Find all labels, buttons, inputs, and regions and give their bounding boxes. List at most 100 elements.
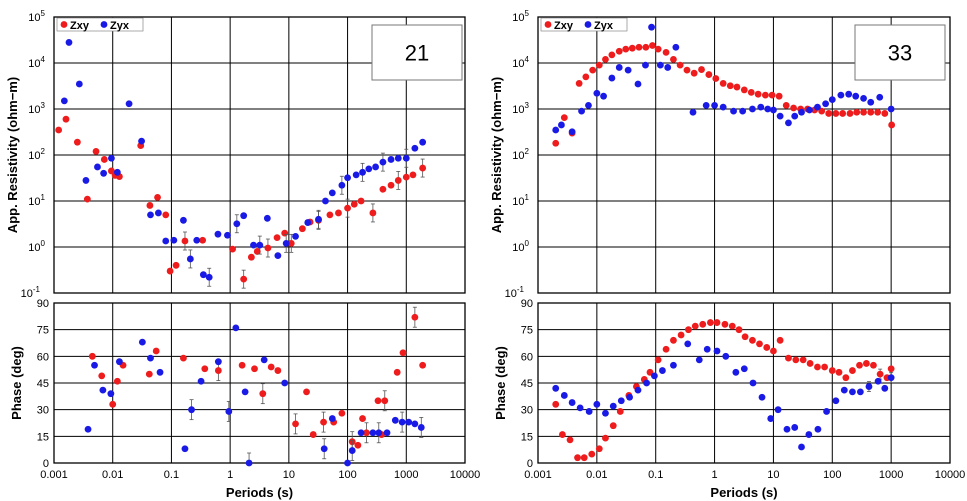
phase-point-zyx [344,459,351,467]
resistivity-point-zyx [100,169,108,177]
resistivity-point-zyx [365,165,373,173]
phase-point-zyx [791,424,799,431]
resistivity-point-zyx [199,271,207,279]
legend-label-zxy: Zxy [554,20,574,32]
phase-point-zxy [602,434,609,442]
phase-point-zxy [588,450,596,458]
resistivity-point-zyx [719,103,727,111]
resistivity-point-zyx [615,64,623,71]
phase-point-zyx [840,386,848,394]
resistivity-point-zxy [154,193,161,201]
resistivity-point-zxy [768,91,776,99]
resistivity-point-zyx [711,101,718,109]
resistivity-point-zxy [761,91,769,99]
phase-point-zxy [616,408,624,415]
resistivity-tick-exponent: -1 [33,285,41,294]
phase-point-zyx [411,420,419,428]
phase-point-zxy [735,326,743,334]
phase-point-zyx [320,445,328,453]
phase-point-zyx [643,379,650,387]
phase-point-zxy [756,340,763,348]
resistivity-point-zyx [739,107,747,115]
resistivity-point-zxy [740,86,748,94]
phase-point-zyx [398,418,406,426]
resistivity-tick-exponent: 1 [41,193,46,202]
phase-point-zyx [626,393,633,401]
phase-tick-label: 0 [527,458,533,470]
phase-point-zyx [767,415,775,422]
phase-point-zxy [835,368,843,376]
resistivity-point-zyx [250,241,257,249]
resistivity-point-zxy [628,44,636,52]
site-label: 33 [888,41,912,66]
phase-point-zyx [245,459,253,467]
resistivity-point-zxy [335,209,342,217]
phase-point-zyx [147,354,154,362]
resistivity-point-zyx [828,96,836,104]
resistivity-point-zxy [608,51,616,59]
resistivity-point-zyx [162,237,170,245]
phase-point-zxy [828,367,836,374]
resistivity-point-zxy [247,253,255,261]
resistivity-point-zyx [672,43,680,51]
resistivity-point-zyx [600,92,607,100]
resistivity-point-zxy [287,239,295,247]
phase-point-zyx [849,388,856,396]
phase-point-zyx [602,409,609,417]
phase-point-zyx [617,397,625,405]
phase-point-zyx [881,384,889,392]
phase-point-zxy [785,354,792,362]
resistivity-point-zxy [853,108,861,116]
resistivity-point-zxy [670,55,677,63]
phase-point-zxy [814,363,821,371]
phase-point-zxy [113,377,121,385]
resistivity-point-zxy [705,71,713,78]
resistivity-point-zyx [82,177,90,184]
resistivity-axis-label: App. Resistivity (ohm−m) [5,77,20,233]
phase-point-zyx [823,408,830,415]
phase-point-zyx [156,368,164,376]
phase-point-zyx [181,445,189,453]
resistivity-tick-exponent: 2 [525,147,530,156]
resistivity-point-zyx [634,80,642,88]
resistivity-point-zxy [775,92,783,100]
legend-label-zyx: Zyx [110,20,130,32]
resistivity-point-zyx [75,80,83,88]
resistivity-point-zyx [419,138,427,146]
resistivity-point-zyx [568,128,576,136]
resistivity-point-zxy [62,115,70,123]
resistivity-point-zxy [357,197,365,205]
phase-point-zxy [770,347,777,355]
resistivity-point-zxy [552,139,560,147]
resistivity-point-zxy [240,275,248,283]
legend-label-zyx: Zyx [594,20,614,32]
legend-marker-zxy [60,21,68,28]
resistivity-tick-exponent: 4 [41,55,46,64]
phase-plot-frame [53,302,466,464]
resistivity-point-zyx [757,103,765,111]
x-tick-label: 0.01 [102,469,123,481]
resistivity-point-zyx [224,231,231,239]
resistivity-point-zxy [419,164,427,172]
phase-point-zxy [399,349,407,357]
phase-point-zxy [609,422,617,430]
phase-point-zxy [180,354,187,362]
resistivity-point-zxy [782,101,790,109]
phase-point-zyx [832,397,840,405]
resistivity-point-zxy [83,195,91,203]
resistivity-point-zxy [100,156,108,163]
resistivity-tick-label: 104 [512,55,529,70]
phase-point-zyx [552,384,560,392]
phase-point-zyx [651,372,658,380]
phase-point-zyx [107,390,115,398]
phase-point-zxy [662,345,670,353]
phase-point-zyx [887,374,895,382]
phase-point-zyx [814,425,822,433]
phase-point-zyx [568,399,576,406]
resistivity-point-zxy [326,211,334,219]
resistivity-point-zxy [162,211,170,219]
phase-point-zxy [566,436,574,444]
phase-point-zxy [552,400,560,408]
legend-marker-zyx [100,21,108,28]
